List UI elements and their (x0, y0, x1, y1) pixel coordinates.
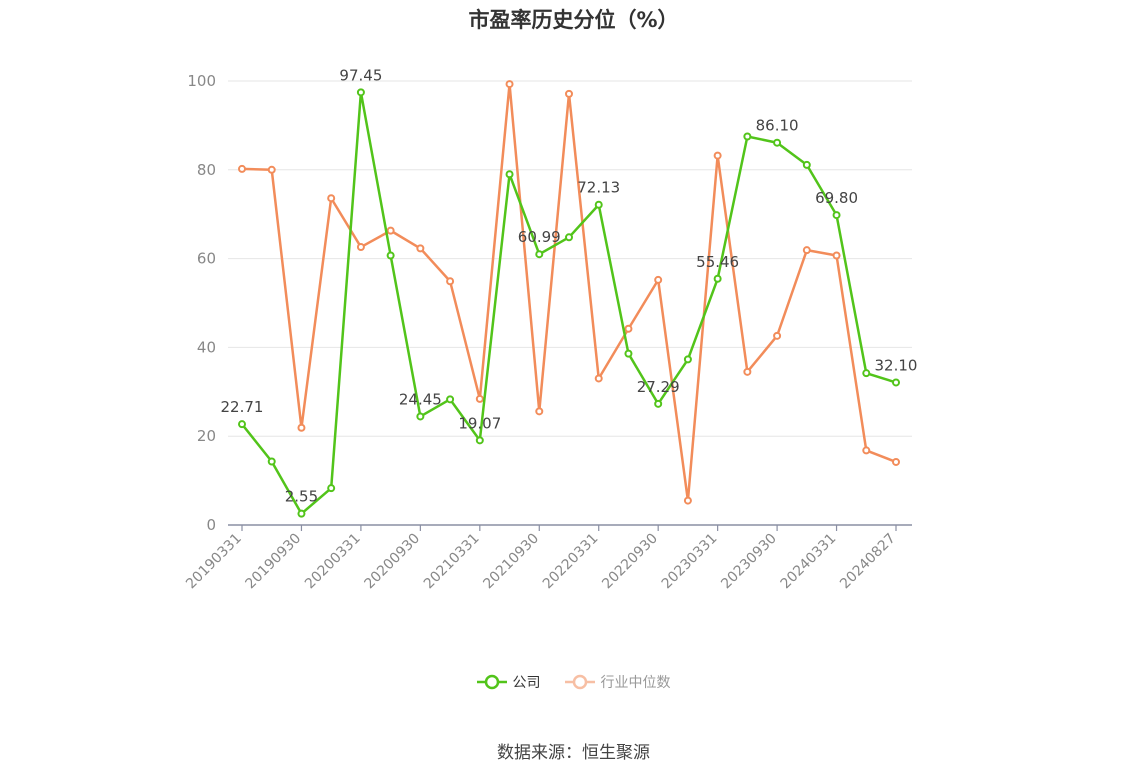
data-label: 27.29 (637, 378, 680, 396)
data-point-0 (832, 211, 841, 220)
data-point-0 (594, 200, 603, 209)
series-lines (238, 80, 900, 518)
y-tick-label: 20 (197, 427, 216, 445)
data-label: 24.45 (399, 390, 442, 408)
data-point-0 (624, 349, 633, 358)
data-point-0 (475, 436, 484, 445)
x-tick-label: 20230331 (659, 531, 721, 593)
y-tick-label: 60 (197, 250, 216, 268)
data-point-0 (267, 457, 276, 466)
data-point-0 (892, 378, 900, 387)
data-point-1 (327, 194, 336, 203)
data-point-1 (654, 275, 663, 284)
x-tick-label: 20230930 (718, 531, 780, 593)
data-point-1 (416, 244, 425, 253)
x-tick-label: 20240827 (837, 531, 899, 593)
data-label: 86.10 (756, 117, 799, 135)
y-axis-ticks: 0 20 40 60 80 100 (187, 72, 216, 534)
data-point-0 (743, 132, 752, 141)
y-tick-label: 0 (206, 516, 216, 534)
data-point-0 (297, 509, 306, 518)
legend-company-icon (476, 674, 507, 690)
data-label: 69.80 (815, 189, 858, 207)
legend-industry-icon (564, 674, 595, 690)
data-point-1 (892, 457, 900, 466)
y-tick-label: 40 (197, 338, 216, 356)
data-labels: 22.71 2.55 97.45 24.45 19.07 60.99 72.13 27.29 5… (221, 66, 918, 505)
data-point-1 (832, 251, 841, 260)
data-point-0 (446, 395, 455, 404)
data-point-1 (505, 80, 514, 89)
data-point-1 (624, 324, 633, 333)
data-point-0 (327, 484, 336, 493)
data-point-0 (505, 170, 514, 179)
x-tick-label: 20200930 (361, 531, 423, 593)
data-point-0 (386, 251, 395, 260)
x-tick-label: 20200331 (302, 531, 364, 593)
data-label: 60.99 (518, 228, 561, 246)
legend: 公司 行业中位数 (0, 672, 1147, 692)
data-point-0 (713, 274, 722, 283)
source-note: 数据来源：恒生聚源 (497, 743, 650, 763)
data-point-1 (267, 165, 276, 174)
x-tick-label: 20210930 (480, 531, 542, 593)
data-point-1 (297, 423, 306, 432)
data-point-0 (683, 355, 692, 364)
data-point-0 (565, 233, 573, 242)
x-axis: 2019033120190930202003312020093020210331… (183, 524, 912, 593)
data-point-0 (802, 160, 811, 169)
data-point-1 (475, 394, 484, 403)
data-point-1 (743, 367, 752, 376)
data-point-1 (594, 374, 603, 383)
legend-industry-label: 行业中位数 (600, 675, 671, 691)
data-label: 22.71 (221, 398, 264, 416)
x-tick-label: 20240331 (778, 531, 840, 593)
data-point-1 (356, 243, 365, 252)
data-label: 2.55 (285, 488, 318, 506)
y-tick-label: 100 (187, 72, 216, 90)
data-point-1 (446, 277, 455, 286)
series-line-0 (241, 91, 897, 515)
data-point-0 (416, 412, 425, 421)
data-label: 55.46 (696, 253, 739, 271)
x-tick-label: 20220930 (599, 531, 661, 593)
data-point-1 (535, 407, 544, 416)
data-label: 97.45 (339, 66, 382, 84)
data-point-1 (773, 331, 782, 340)
data-point-1 (238, 164, 246, 173)
data-point-1 (713, 151, 722, 160)
data-point-0 (654, 399, 663, 408)
data-point-0 (773, 138, 782, 147)
x-tick-label: 20210331 (421, 531, 483, 593)
chart-title: 市盈率历史分位（%） (468, 8, 679, 32)
data-point-0 (862, 369, 871, 378)
data-point-1 (862, 446, 871, 455)
data-point-1 (802, 246, 811, 255)
data-point-1 (565, 89, 573, 98)
legend-item-company[interactable]: 公司 (476, 672, 541, 692)
data-point-1 (683, 496, 692, 505)
x-tick-label: 20220331 (540, 531, 602, 593)
data-point-1 (386, 226, 395, 235)
series-line-1 (241, 82, 897, 502)
grid-lines (228, 80, 912, 437)
x-tick-label: 20190331 (183, 531, 245, 593)
x-tick-label: 20190930 (243, 531, 305, 593)
data-label: 72.13 (577, 179, 620, 197)
data-label: 32.10 (875, 356, 918, 374)
legend-company-label: 公司 (512, 675, 541, 691)
data-point-0 (535, 250, 544, 259)
data-point-0 (356, 88, 365, 97)
legend-item-industry[interactable]: 行业中位数 (564, 672, 671, 692)
y-tick-label: 80 (197, 161, 216, 179)
data-label: 19.07 (458, 414, 501, 432)
data-point-0 (238, 420, 246, 429)
